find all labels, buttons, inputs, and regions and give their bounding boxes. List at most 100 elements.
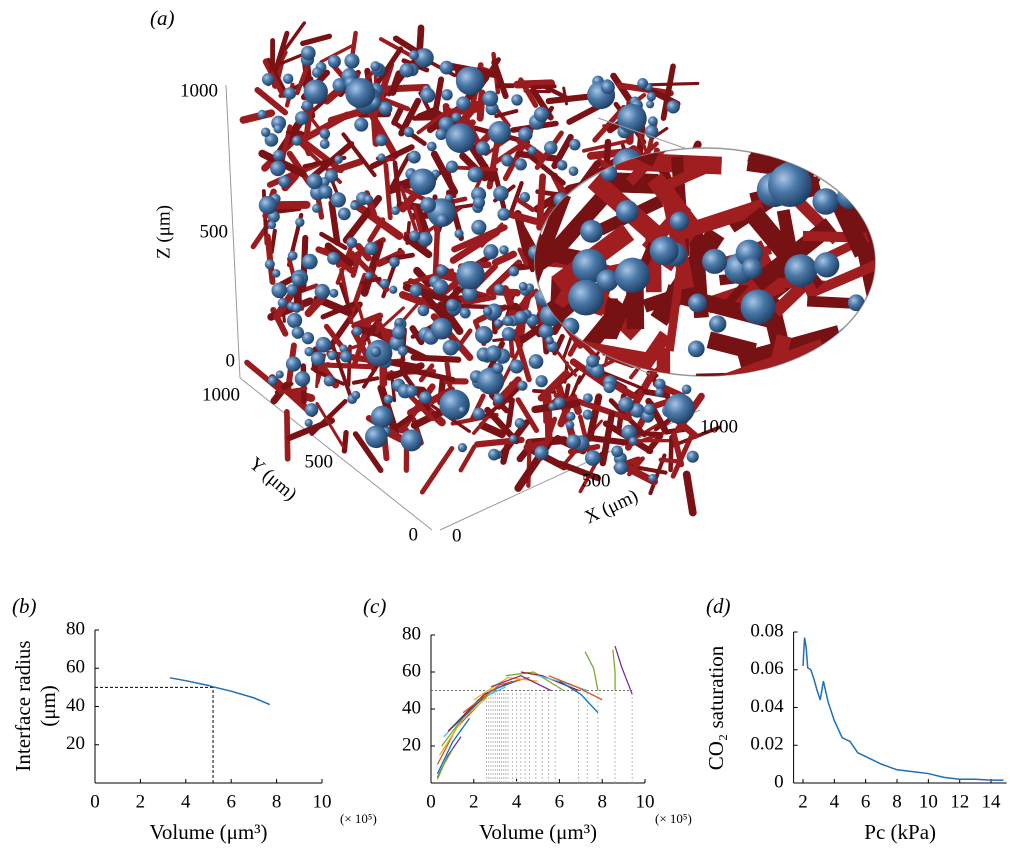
pore [534,107,549,122]
pore [324,375,335,386]
pore [352,326,362,336]
pore [443,340,459,356]
pore [515,311,528,324]
x-tick-label: 8 [597,791,607,812]
pore [471,220,486,235]
y-tick-label: 0.08 [750,620,783,641]
pore [510,360,524,374]
pore [458,406,466,414]
throat [386,165,390,218]
pore [670,212,689,231]
pore [436,214,449,227]
pore [398,346,408,356]
pore [276,370,284,378]
pore [741,289,776,324]
pore [365,272,373,280]
pore [475,326,493,344]
pore [446,161,458,173]
pore [305,419,313,427]
pore [664,394,694,424]
y-tick-label: 1000 [202,384,240,405]
x-tick-label: 0 [426,791,436,812]
x-tick-label: 6 [226,791,236,812]
pore [646,100,654,108]
pore [519,282,528,291]
y-tick-label: 0 [774,771,784,792]
pore [258,110,267,119]
pore [585,450,601,466]
pore [648,474,657,483]
pore [295,111,309,125]
pore [566,421,575,430]
pore [370,346,381,357]
y-axis-label: Y (μm) [245,453,301,505]
pore [812,188,839,215]
throat [506,213,535,221]
pore [431,318,453,340]
throat [272,231,275,252]
pore [648,116,658,126]
pore [492,363,503,374]
pore [284,87,296,99]
pore [320,128,331,139]
pore [494,284,505,295]
pore [618,397,634,413]
pore [274,124,283,133]
pore [456,96,470,110]
pore [528,146,537,155]
pore [307,173,323,189]
y-tick-label: 80 [66,618,85,639]
y-tick-label: 0.04 [750,696,784,717]
pore [655,388,664,397]
throat [422,448,452,492]
pore [476,141,490,155]
pore [391,206,400,215]
pore [377,153,385,161]
pore [409,230,420,241]
x-axis-label: Pc (kPa) [864,820,936,844]
pore [439,389,470,420]
pore [365,426,388,449]
y-tick-label: 0 [409,524,419,545]
pore [261,128,270,137]
panel-label: (b) [12,594,37,618]
pore [392,325,406,339]
pore [406,385,418,397]
pore [583,393,593,403]
pore [836,326,863,353]
pore [302,254,318,270]
z-axis [226,85,240,378]
pore [305,403,318,416]
y-tick-label: 20 [66,733,85,754]
x-tick-label: 4 [830,791,840,812]
pore [454,229,463,238]
pore [494,319,502,327]
pore [364,195,373,204]
pore [445,194,453,202]
pore [420,88,435,103]
pore [389,286,397,294]
x-tick-label: 500 [582,470,611,491]
pore [544,141,558,155]
pore [345,78,375,108]
pore [509,266,519,276]
pore [410,284,423,297]
pore [629,437,638,446]
pore [295,371,310,386]
pore [400,63,415,78]
pore [535,375,547,387]
pore [460,308,471,319]
throat [287,412,288,459]
x-tick-label: 6 [861,791,871,812]
pore [440,61,454,75]
pore [319,185,333,199]
data-line [615,646,632,694]
pore [384,395,393,404]
x-tick-label: 2 [136,791,146,812]
pore [271,282,287,298]
pore [375,134,387,146]
y-tick-label: 500 [305,451,334,472]
pore [328,55,341,68]
